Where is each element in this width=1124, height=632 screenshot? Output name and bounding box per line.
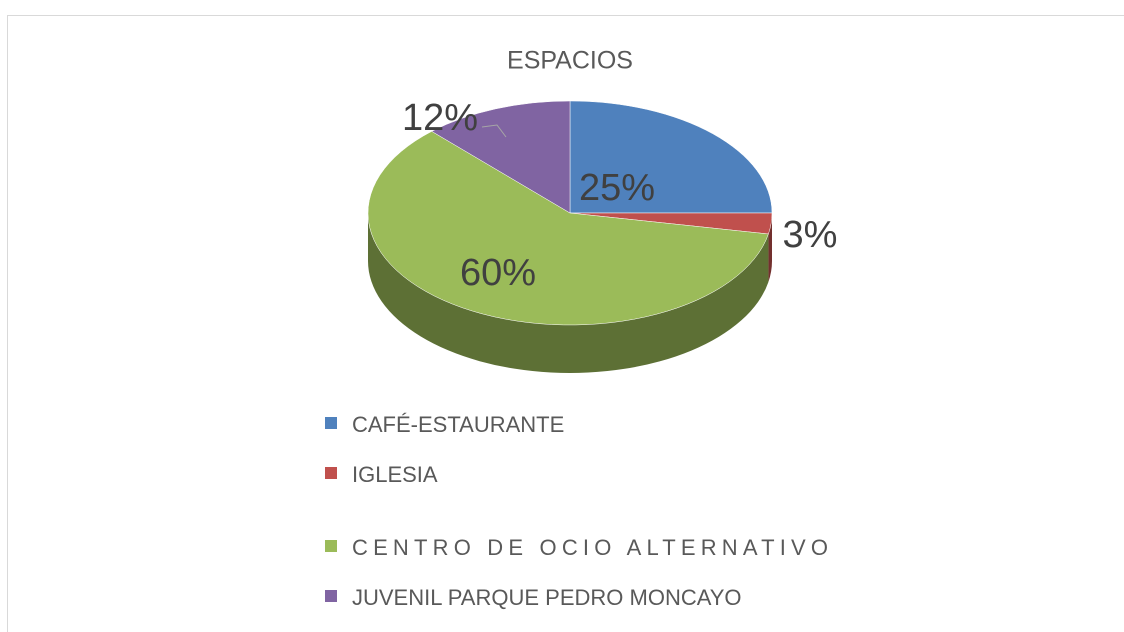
- data-label: 60%: [460, 252, 536, 294]
- chart-title: ESPACIOS: [507, 47, 633, 75]
- legend-swatch: [325, 590, 337, 602]
- legend-label: IGLESIA: [352, 462, 438, 487]
- slice: [367, 131, 769, 326]
- slice: [569, 100, 773, 214]
- data-label: 12%: [402, 97, 478, 139]
- legend-swatch: [325, 417, 337, 429]
- legend-swatch: [325, 467, 337, 479]
- data-label: 25%: [579, 167, 655, 209]
- legend-label: CAFÉ-ESTAURANTE: [352, 412, 564, 437]
- slice: [431, 100, 571, 214]
- legend-label: JUVENIL PARQUE PEDRO MONCAYO: [352, 585, 742, 610]
- legend-swatch: [325, 540, 337, 552]
- leader-line: [481, 124, 507, 138]
- slice-side: [368, 213, 769, 373]
- slice-side: [768, 213, 772, 282]
- data-label: 3%: [783, 214, 838, 256]
